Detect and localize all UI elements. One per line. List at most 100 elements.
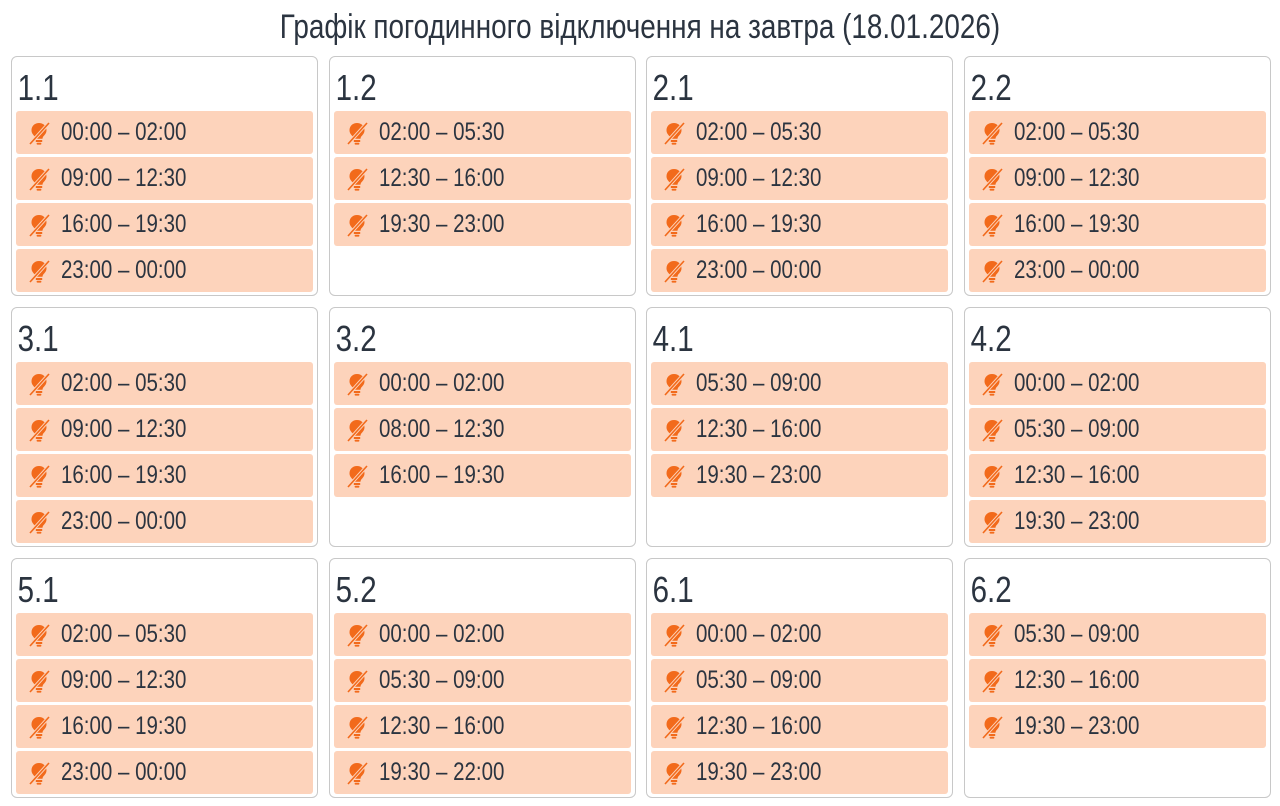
period-time: 02:00 – 05:30	[61, 369, 187, 397]
group-name: 1.1	[17, 67, 59, 108]
lightbulb-off-icon	[346, 464, 368, 488]
outage-period: 16:00 – 19:30	[651, 203, 948, 246]
lightbulb-off-icon	[346, 372, 368, 396]
period-time: 05:30 – 09:00	[378, 666, 504, 694]
group-name: 2.2	[970, 67, 1012, 108]
outage-period: 12:30 – 16:00	[968, 659, 1266, 702]
group-card: 3.1 02:00 – 05:30 09:00 – 12:30 16:00 – 19:…	[11, 307, 318, 547]
outage-period: 23:00 – 00:00	[651, 249, 948, 292]
outage-period: 09:00 – 12:30	[651, 157, 948, 200]
lightbulb-off-icon	[28, 121, 51, 145]
lightbulb-off-icon	[663, 623, 686, 647]
outage-period: 02:00 – 05:30	[333, 111, 631, 154]
outage-period: 05:30 – 09:00	[968, 613, 1266, 656]
group-name: 4.2	[970, 318, 1012, 359]
lightbulb-off-icon	[28, 259, 51, 283]
outage-period: 09:00 – 12:30	[16, 157, 313, 200]
outage-period: 19:30 – 23:00	[968, 500, 1266, 543]
outage-period: 12:30 – 16:00	[333, 705, 631, 748]
schedule-grid: 1.1 00:00 – 02:00 09:00 – 12:30 16:00 – 19:…	[11, 56, 1271, 798]
period-time: 00:00 – 02:00	[696, 620, 822, 648]
outage-period: 16:00 – 19:30	[16, 454, 313, 497]
period-time: 00:00 – 02:00	[1013, 369, 1139, 397]
group-name: 6.2	[970, 569, 1012, 610]
period-time: 19:30 – 22:00	[378, 758, 504, 786]
group-card: 6.1 00:00 – 02:00 05:30 – 09:00 12:30 – 16:…	[646, 558, 953, 798]
outage-period: 00:00 – 02:00	[333, 362, 631, 405]
period-time: 19:30 – 23:00	[1013, 507, 1139, 535]
lightbulb-off-icon	[981, 121, 1003, 145]
period-time: 05:30 – 09:00	[1013, 620, 1139, 648]
group-name: 5.1	[17, 569, 59, 610]
outage-period: 16:00 – 19:30	[968, 203, 1266, 246]
lightbulb-off-icon	[346, 167, 368, 191]
group-card: 3.2 00:00 – 02:00 08:00 – 12:30 16:00 – 19:…	[328, 307, 636, 547]
lightbulb-off-icon	[346, 761, 368, 785]
period-time: 12:30 – 16:00	[1013, 666, 1139, 694]
group-card: 4.1 05:30 – 09:00 12:30 – 16:00 19:30 – 23:…	[646, 307, 953, 547]
period-time: 16:00 – 19:30	[61, 210, 187, 238]
lightbulb-off-icon	[663, 167, 686, 191]
lightbulb-off-icon	[346, 715, 368, 739]
lightbulb-off-icon	[981, 167, 1003, 191]
period-time: 12:30 – 16:00	[1013, 461, 1139, 489]
lightbulb-off-icon	[346, 213, 368, 237]
outage-period: 19:30 – 23:00	[651, 454, 948, 497]
period-time: 16:00 – 19:30	[1013, 210, 1139, 238]
lightbulb-off-icon	[28, 761, 51, 785]
lightbulb-off-icon	[28, 213, 51, 237]
lightbulb-off-icon	[28, 464, 51, 488]
outage-period: 08:00 – 12:30	[333, 408, 631, 451]
outage-period: 05:30 – 09:00	[333, 659, 631, 702]
period-time: 00:00 – 02:00	[61, 118, 187, 146]
lightbulb-off-icon	[981, 623, 1003, 647]
period-time: 23:00 – 00:00	[696, 256, 822, 284]
group-name: 1.2	[335, 67, 377, 108]
lightbulb-off-icon	[28, 167, 51, 191]
group-card: 1.1 00:00 – 02:00 09:00 – 12:30 16:00 – 19:…	[11, 56, 318, 296]
lightbulb-off-icon	[981, 464, 1003, 488]
lightbulb-off-icon	[663, 418, 686, 442]
period-time: 19:30 – 23:00	[696, 461, 822, 489]
period-time: 02:00 – 05:30	[696, 118, 822, 146]
period-time: 02:00 – 05:30	[61, 620, 187, 648]
lightbulb-off-icon	[28, 715, 51, 739]
lightbulb-off-icon	[28, 510, 51, 534]
outage-period: 23:00 – 00:00	[16, 751, 313, 794]
period-time: 19:30 – 23:00	[378, 210, 504, 238]
outage-period: 12:30 – 16:00	[968, 454, 1266, 497]
outage-period: 05:30 – 09:00	[651, 362, 948, 405]
lightbulb-off-icon	[981, 669, 1003, 693]
outage-period: 09:00 – 12:30	[16, 408, 313, 451]
group-card: 2.2 02:00 – 05:30 09:00 – 12:30 16:00 – 19:…	[963, 56, 1271, 296]
period-time: 12:30 – 16:00	[696, 712, 822, 740]
outage-period: 02:00 – 05:30	[16, 362, 313, 405]
lightbulb-off-icon	[346, 669, 368, 693]
period-time: 16:00 – 19:30	[61, 461, 187, 489]
outage-period: 12:30 – 16:00	[333, 157, 631, 200]
outage-period: 23:00 – 00:00	[16, 500, 313, 543]
period-time: 02:00 – 05:30	[378, 118, 504, 146]
lightbulb-off-icon	[663, 121, 686, 145]
lightbulb-off-icon	[28, 623, 51, 647]
period-time: 05:30 – 09:00	[1013, 415, 1139, 443]
lightbulb-off-icon	[981, 418, 1003, 442]
period-time: 09:00 – 12:30	[61, 666, 187, 694]
group-name: 5.2	[335, 569, 377, 610]
group-card: 4.2 00:00 – 02:00 05:30 – 09:00 12:30 – 16:…	[963, 307, 1271, 547]
group-name: 2.1	[652, 67, 694, 108]
group-card: 6.2 05:30 – 09:00 12:30 – 16:00 19:30 – 23:…	[963, 558, 1271, 798]
period-time: 09:00 – 12:30	[696, 164, 822, 192]
group-name: 3.2	[335, 318, 377, 359]
outage-period: 23:00 – 00:00	[16, 249, 313, 292]
group-card: 2.1 02:00 – 05:30 09:00 – 12:30 16:00 – 19:…	[646, 56, 953, 296]
period-time: 05:30 – 09:00	[696, 666, 822, 694]
outage-period: 09:00 – 12:30	[16, 659, 313, 702]
outage-period: 16:00 – 19:30	[16, 705, 313, 748]
outage-period: 19:30 – 22:00	[333, 751, 631, 794]
period-time: 12:30 – 16:00	[696, 415, 822, 443]
outage-period: 16:00 – 19:30	[333, 454, 631, 497]
outage-period: 12:30 – 16:00	[651, 705, 948, 748]
lightbulb-off-icon	[346, 418, 368, 442]
page-title: Графік погодинного відключення на завтра…	[279, 8, 1001, 46]
